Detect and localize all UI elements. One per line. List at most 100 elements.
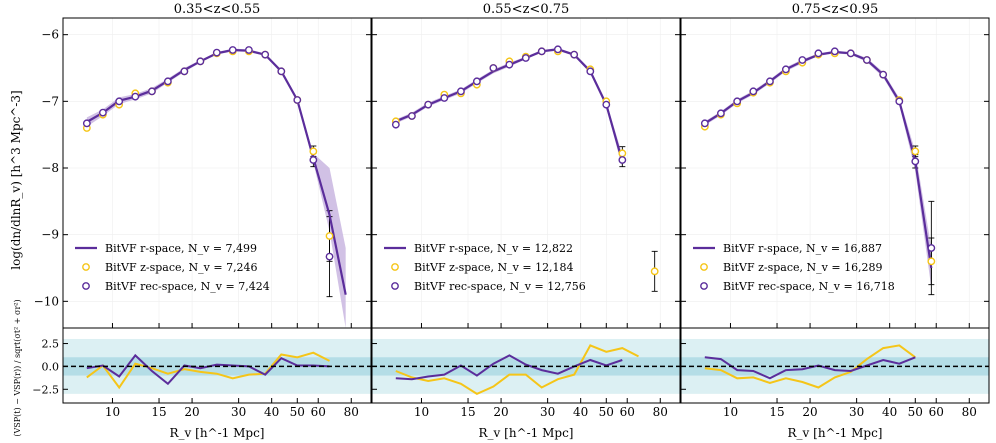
x-tick-label: 40 (882, 405, 897, 419)
legend-entry: BitVF r-space, N_v = 12,822 (414, 242, 573, 255)
panel-3: 0.75<z<0.95 10 15 20 30 40 50 60 80 R_v [h^-1 Mpc… (680, 2, 990, 440)
x-axis-label: R_v [h^-1 Mpc] (788, 426, 883, 440)
recspace-point (830, 47, 839, 56)
recspace-point (228, 46, 237, 54)
residual-axes-frame (680, 327, 990, 404)
legend-recspace-swatch (391, 282, 399, 290)
x-tick-label: 80 (962, 405, 977, 419)
legend-entry: BitVF r-space, N_v = 7,499 (105, 242, 257, 255)
legend-zspace-swatch (700, 263, 708, 271)
recspace-point (440, 94, 449, 102)
recspace-point (325, 252, 334, 261)
recspace-point (309, 156, 318, 164)
panel-title: 0.55<z<0.75 (483, 2, 570, 17)
recspace-point (277, 67, 286, 76)
recspace-point (602, 100, 611, 109)
legend-entry: BitVF z-space, N_v = 16,289 (723, 261, 883, 274)
x-tick-label: 20 (802, 405, 817, 419)
recspace-point (814, 49, 823, 58)
recspace-point (131, 92, 140, 101)
x-tick-label: 15 (460, 405, 475, 419)
x-axis-label: R_v [h^-1 Mpc] (170, 426, 265, 440)
recspace-point (472, 77, 481, 86)
recspace-point (115, 97, 124, 106)
residual-y-tick-label: −2.5 (32, 383, 59, 396)
x-tick-label: 30 (540, 405, 555, 419)
residual-y-tick-label: 0.0 (42, 360, 60, 373)
legend-zspace-swatch (82, 263, 90, 271)
legend-entry: BitVF z-space, N_v = 12,184 (414, 261, 574, 274)
recspace-point (391, 120, 400, 129)
x-tick-label: 20 (184, 405, 199, 419)
recspace-point (879, 70, 888, 79)
legend-zspace-swatch (391, 263, 399, 271)
recspace-point (212, 48, 221, 57)
zspace-point (309, 147, 318, 156)
legend-recspace-swatch (82, 282, 90, 290)
recspace-point (180, 67, 189, 76)
residual-zspace-line (86, 351, 330, 390)
x-tick-label: 40 (573, 405, 588, 419)
x-tick-label: 30 (231, 405, 246, 419)
recspace-point (846, 49, 855, 58)
recspace-point (196, 57, 205, 66)
y-tick-label: −9 (41, 228, 59, 242)
x-tick-label: 50 (908, 405, 923, 419)
residual-axes-frame (62, 327, 372, 404)
recspace-point (895, 97, 904, 106)
recspace-point (716, 109, 725, 118)
y-tick-label: −8 (41, 161, 59, 175)
zspace-point (911, 147, 920, 156)
recspace-point (293, 96, 302, 104)
recspace-point (700, 119, 709, 128)
main-y-axis-label: log(dn/dlnR_v) [h^3 Mpc^-3] (9, 90, 23, 269)
x-tick-label: 60 (929, 405, 944, 419)
recspace-point (457, 87, 465, 96)
panel-1: 0.35<z<0.55 −10 −9 −8 −7 −6 −2.5 0.0 2.5 10 15 20 30… (32, 2, 372, 440)
recspace-point (98, 108, 107, 117)
recspace-point (489, 64, 498, 72)
recspace-point (505, 60, 514, 69)
recspace-point (862, 56, 871, 64)
recspace-point (911, 157, 920, 166)
recspace-point (244, 46, 253, 54)
panel-title: 0.75<z<0.95 (792, 2, 879, 17)
x-tick-label: 80 (653, 405, 668, 419)
residual-y-tick-label: 2.5 (42, 338, 60, 351)
residual-recspace-line (395, 354, 623, 381)
residual-zspace-line (704, 344, 916, 389)
recspace-point (570, 50, 579, 59)
y-tick-label: −10 (34, 294, 59, 308)
panel-title: 0.35<z<0.55 (174, 2, 261, 17)
y-tick-label: −7 (41, 94, 59, 108)
x-tick-label: 30 (849, 405, 864, 419)
legend-entry: BitVF rec-space, N_v = 12,756 (414, 280, 586, 293)
x-tick-label: 50 (290, 405, 305, 419)
x-tick-label: 80 (344, 405, 359, 419)
recspace-point (781, 65, 790, 74)
recspace-point (749, 87, 758, 96)
recspace-point (163, 77, 172, 86)
x-tick-label: 40 (264, 405, 279, 419)
recspace-point (148, 87, 156, 96)
residual-recspace-line (704, 356, 916, 380)
zspace-point (650, 267, 659, 276)
x-tick-label: 60 (311, 405, 326, 419)
zspace-point (325, 232, 334, 240)
rspace-line (704, 50, 933, 269)
x-tick-label: 50 (599, 405, 614, 419)
recspace-point (586, 67, 595, 76)
residual-y-axis-label: (VSP(t) − VSP(r)) / sqrt(σt² + σr²) (13, 299, 22, 436)
recspace-point (553, 45, 562, 54)
recspace-point (733, 97, 742, 106)
x-tick-label: 60 (620, 405, 635, 419)
x-axis-label: R_v [h^-1 Mpc] (479, 426, 574, 440)
recspace-point (798, 56, 807, 64)
recspace-point (424, 100, 433, 109)
recspace-point (766, 77, 774, 86)
recspace-point (927, 244, 936, 252)
recspace-point (537, 47, 546, 56)
recspace-point (82, 119, 91, 128)
legend-entry: BitVF rec-space, N_v = 7,424 (105, 280, 270, 293)
